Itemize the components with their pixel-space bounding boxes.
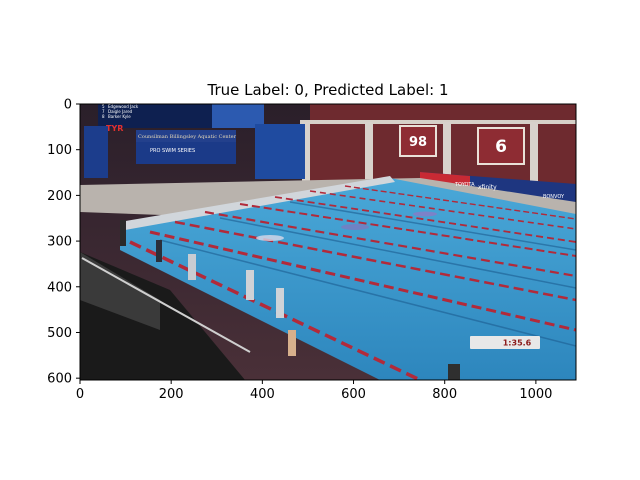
venue-banner: Counsilman Billingsley Aquatic Center <box>138 134 237 140</box>
photo-image: Edgewood Jack Daigle Jared Barker Kyle 5… <box>80 104 576 380</box>
x-tick-label: 1000 <box>519 387 552 402</box>
scoreboard-row: Edgewood Jack <box>108 104 139 109</box>
scoreboard-row: Daigle Jared <box>108 109 133 114</box>
timer-text: 1:35.6 <box>503 339 532 348</box>
sponsor-text: TOYOTA <box>454 182 475 188</box>
x-tick-label: 800 <box>432 387 457 402</box>
axes-frame <box>79 103 577 381</box>
y-tick-label: 300 <box>47 235 72 250</box>
y-tick-label: 400 <box>47 280 72 295</box>
sponsor-text: xfinity <box>478 184 497 191</box>
y-tick-label: 100 <box>47 143 72 158</box>
y-tick-label: 0 <box>64 98 72 113</box>
y-axis: 0 100 200 300 400 500 600 <box>47 98 80 387</box>
x-tick-label: 600 <box>341 387 366 402</box>
scoreboard-place: 8 <box>102 114 105 119</box>
board-number: 98 <box>409 135 427 150</box>
y-tick-label: 500 <box>47 326 72 341</box>
scoreboard-row: Barker Kyle <box>108 114 131 119</box>
x-tick-label: 0 <box>76 387 84 402</box>
scoreboard-place: 5 <box>102 104 105 109</box>
brand-logo: TYR <box>106 124 123 133</box>
x-axis: 0 200 400 600 800 1000 <box>76 380 552 402</box>
sponsor-text: BONVOY <box>543 194 565 200</box>
y-tick-label: 200 <box>47 189 72 204</box>
series-banner: PRO SWIM SERIES <box>150 148 195 154</box>
x-tick-label: 400 <box>250 387 275 402</box>
scoreboard-place: 7 <box>102 109 105 114</box>
board-number: 6 <box>495 137 507 157</box>
y-tick-label: 600 <box>47 372 72 387</box>
x-tick-label: 200 <box>159 387 184 402</box>
chart-title: True Label: 0, Predicted Label: 1 <box>206 81 448 99</box>
timer-box <box>470 336 540 349</box>
